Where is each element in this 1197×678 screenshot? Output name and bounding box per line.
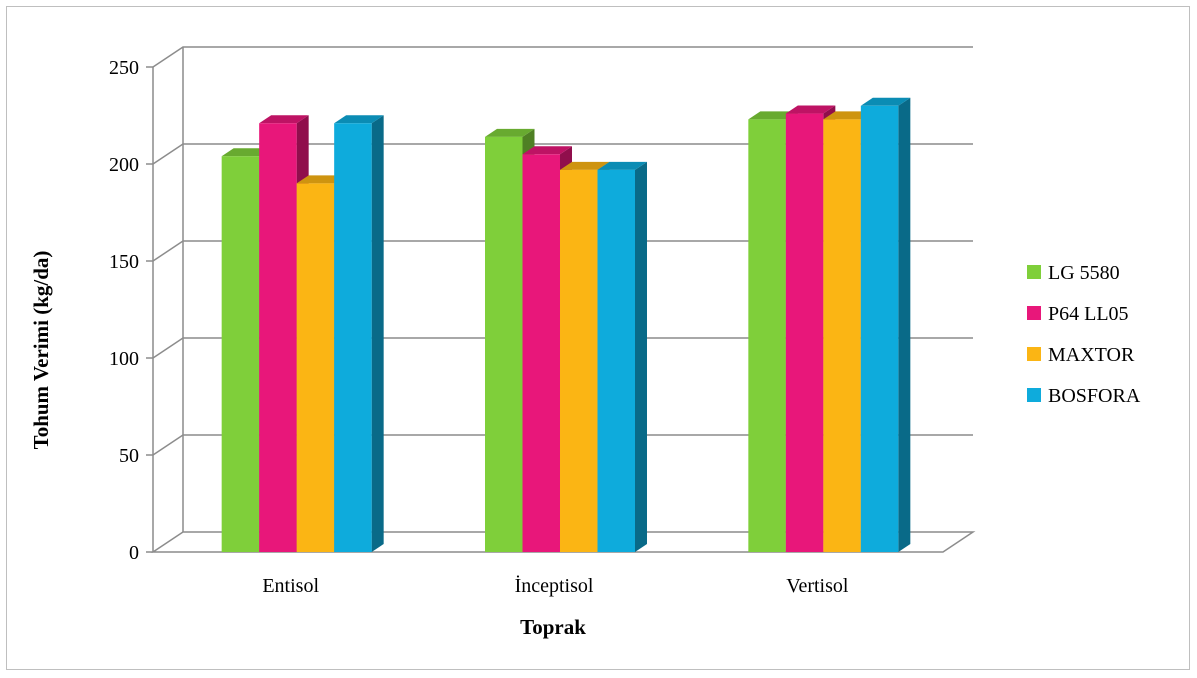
chart-floor (150, 531, 976, 553)
legend-swatch (1027, 265, 1041, 279)
bar-side (898, 97, 911, 553)
gridline (152, 434, 973, 456)
x-tick-label: Entisol (262, 575, 319, 597)
y-tick-labels: 0 50 100 150 200 250 (109, 57, 139, 564)
bar-top (485, 128, 535, 137)
bar (597, 161, 647, 552)
bar-front (597, 169, 635, 552)
bar-top (748, 111, 798, 120)
bar-front (296, 183, 335, 552)
bar-top (785, 105, 836, 114)
x-tick-label: İnceptisol (515, 574, 594, 597)
y-tick-label: 150 (109, 251, 139, 273)
bar-front (522, 154, 560, 553)
bar (860, 97, 911, 553)
bar-top (334, 115, 384, 124)
bar (334, 115, 384, 552)
bar-front (748, 119, 786, 552)
bar-side (635, 161, 647, 552)
bar-top (221, 148, 272, 157)
x-axis-title: Toprak (520, 615, 586, 639)
gridline (152, 143, 973, 165)
bar-front (560, 169, 598, 552)
y-tick-label: 200 (109, 154, 139, 176)
legend: LG 5580 P64 LL05 MAXTOR BOSFORA (1027, 262, 1141, 407)
bar-top (823, 111, 873, 120)
legend-label: P64 LL05 (1048, 303, 1129, 325)
bar-front (221, 156, 260, 553)
y-tick-label: 50 (119, 445, 139, 467)
gridline (152, 337, 973, 359)
legend-swatch (1027, 306, 1041, 320)
bar-top (860, 97, 911, 106)
bar-front (485, 136, 523, 552)
bar-front (860, 105, 899, 553)
legend-label: LG 5580 (1048, 262, 1120, 284)
bar-side (371, 115, 384, 552)
legend-label: MAXTOR (1048, 344, 1135, 366)
y-tick-label: 0 (129, 542, 139, 564)
bar-top (560, 161, 610, 170)
gridlines (146, 46, 973, 553)
bar-front (334, 123, 372, 552)
bar-top (597, 161, 647, 170)
legend-swatch (1027, 347, 1041, 361)
y-tick-label: 100 (109, 348, 139, 370)
bar-top (522, 146, 572, 155)
bar-top (296, 175, 347, 184)
x-tick-label: Vertisol (786, 575, 849, 597)
bar-front (785, 113, 824, 552)
y-tick-label: 250 (109, 57, 139, 79)
bar-front (823, 119, 861, 552)
legend-swatch (1027, 388, 1041, 402)
bars (221, 97, 911, 553)
gridline (152, 240, 973, 262)
legend-label: BOSFORA (1048, 385, 1141, 407)
chart-walls (150, 47, 976, 553)
y-axis-title: Tohum Verimi (kg/da) (29, 251, 53, 450)
bar-front (259, 123, 297, 552)
gridline (152, 46, 973, 68)
x-tick-labels: Entisol İnceptisol Vertisol (262, 574, 849, 597)
bar-top (259, 115, 309, 124)
